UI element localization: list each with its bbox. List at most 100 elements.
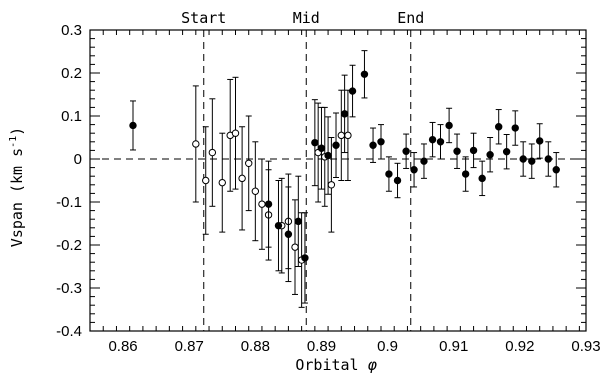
filled-marker: [348, 87, 357, 95]
filled-data-point: [284, 186, 293, 283]
filled-data-point: [360, 50, 369, 99]
filled-marker: [402, 147, 410, 155]
marker-label-mid: Mid: [293, 9, 320, 27]
filled-marker: [284, 230, 293, 238]
filled-marker: [369, 141, 377, 149]
x-tick-label: 0.87: [175, 338, 204, 355]
filled-data-point: [393, 162, 402, 199]
filled-data-point: [544, 141, 553, 177]
filled-marker: [393, 176, 402, 185]
filled-data-point: [495, 109, 503, 145]
plot-frame: [89, 29, 587, 332]
open-marker: [245, 159, 253, 168]
marker-label-end: End: [397, 9, 424, 27]
data-series: [129, 50, 560, 308]
y-tick-label: -0.4: [56, 323, 82, 340]
x-tick-label: 0.88: [241, 338, 270, 355]
filled-data-point: [469, 132, 478, 169]
y-tick-label: -0.2: [56, 237, 82, 254]
filled-marker: [453, 147, 461, 155]
open-data-point: [251, 141, 260, 242]
y-axis-label-close: ): [8, 127, 26, 136]
open-marker: [218, 178, 226, 187]
x-tick-label: 0.92: [505, 338, 534, 355]
filled-data-point: [445, 107, 453, 144]
filled-data-point: [420, 143, 428, 179]
open-marker: [344, 131, 352, 140]
filled-marker: [129, 121, 137, 130]
filled-marker: [301, 254, 309, 262]
filled-data-point: [436, 124, 445, 160]
filled-marker: [420, 157, 428, 165]
filled-marker: [461, 170, 470, 178]
filled-marker: [340, 110, 349, 118]
filled-data-point: [301, 212, 309, 304]
open-data-point: [208, 98, 217, 207]
filled-marker: [332, 141, 340, 149]
filled-data-point: [294, 175, 303, 267]
filled-data-point: [385, 156, 393, 192]
filled-marker: [511, 124, 519, 132]
y-tick-label: 0.1: [61, 108, 82, 125]
open-data-point: [231, 76, 240, 190]
filled-data-point: [528, 143, 536, 179]
filled-marker: [536, 137, 544, 145]
open-data-point: [226, 78, 234, 192]
open-data-point: [238, 126, 246, 231]
filled-marker: [377, 138, 385, 146]
filled-data-point: [428, 121, 437, 158]
filled-data-point: [502, 133, 511, 170]
filled-marker: [360, 70, 369, 78]
filled-marker: [324, 151, 332, 160]
open-marker: [238, 174, 246, 183]
open-marker: [258, 200, 266, 208]
open-marker: [291, 243, 299, 251]
filled-data-point: [317, 106, 326, 190]
filled-marker: [264, 200, 273, 208]
open-data-point: [218, 132, 226, 233]
filled-data-point: [274, 180, 283, 272]
filled-marker: [478, 174, 486, 183]
filled-data-point: [486, 137, 494, 173]
filled-marker: [410, 166, 418, 174]
filled-data-point: [552, 152, 560, 188]
filled-data-point: [478, 160, 486, 197]
filled-marker: [445, 121, 453, 130]
filled-data-point: [536, 123, 544, 159]
filled-marker: [311, 138, 319, 147]
x-axis-label-text: Orbital: [295, 356, 358, 374]
filled-data-point: [332, 112, 340, 178]
open-data-point: [202, 126, 210, 235]
filled-data-point: [410, 152, 418, 188]
filled-data-point: [340, 74, 349, 154]
filled-data-point: [461, 156, 470, 192]
open-data-point: [344, 89, 352, 181]
filled-marker: [528, 157, 536, 165]
open-marker: [202, 176, 210, 185]
filled-marker: [469, 146, 478, 155]
open-data-point: [245, 115, 253, 212]
open-data-point: [314, 102, 322, 203]
filled-data-point: [264, 160, 273, 248]
y-tick-label: 0.3: [61, 22, 82, 39]
open-marker: [327, 181, 336, 189]
filled-marker: [274, 221, 283, 230]
x-tick-label: 0.91: [439, 338, 468, 355]
open-marker: [231, 129, 240, 137]
filled-marker: [552, 166, 560, 174]
filled-data-point: [348, 64, 357, 118]
x-axis-label: Orbital φ: [295, 356, 377, 374]
marker-label-start: Start: [181, 9, 226, 27]
phi-symbol: φ: [368, 356, 378, 374]
axes: 0.86 0.87 0.88 0.89 0.9 0.91 0.92 0.93 -0.4 -0.3 -…: [56, 22, 600, 355]
open-marker: [208, 148, 217, 157]
filled-marker: [519, 155, 527, 163]
open-data-point: [258, 158, 266, 250]
open-data-point: [291, 199, 299, 295]
filled-data-point: [129, 100, 137, 151]
filled-marker: [486, 151, 494, 159]
filled-marker: [436, 138, 445, 146]
open-marker: [251, 187, 260, 195]
open-data-point: [337, 89, 346, 181]
